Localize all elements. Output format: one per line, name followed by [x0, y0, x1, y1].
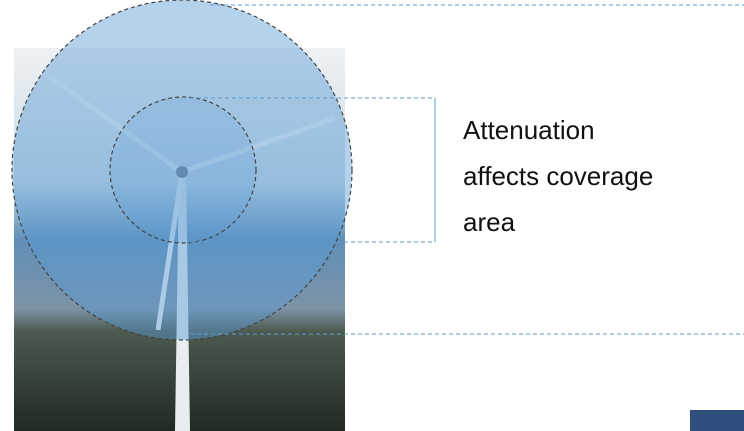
annotation-line: area — [463, 207, 516, 237]
corner-block — [690, 410, 744, 431]
attenuated-circle — [109, 96, 257, 244]
annotation-line: affects coverage — [463, 161, 653, 191]
annotation-line: Attenuation — [463, 115, 595, 145]
photo — [14, 48, 345, 431]
coverage-circle — [11, 0, 353, 341]
